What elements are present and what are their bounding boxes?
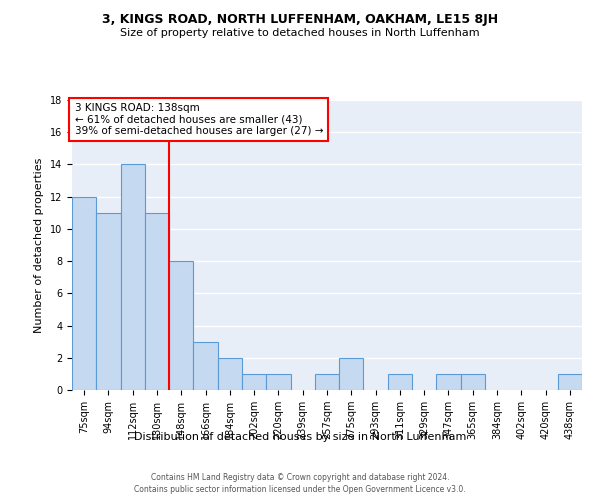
Bar — [266, 374, 290, 390]
Bar — [145, 213, 169, 390]
Text: Distribution of detached houses by size in North Luffenham: Distribution of detached houses by size … — [134, 432, 466, 442]
Y-axis label: Number of detached properties: Number of detached properties — [34, 158, 44, 332]
Bar — [96, 213, 121, 390]
Text: 3, KINGS ROAD, NORTH LUFFENHAM, OAKHAM, LE15 8JH: 3, KINGS ROAD, NORTH LUFFENHAM, OAKHAM, … — [102, 12, 498, 26]
Text: Contains HM Land Registry data © Crown copyright and database right 2024.: Contains HM Land Registry data © Crown c… — [151, 472, 449, 482]
Text: 3 KINGS ROAD: 138sqm
← 61% of detached houses are smaller (43)
39% of semi-detac: 3 KINGS ROAD: 138sqm ← 61% of detached h… — [74, 103, 323, 136]
Bar — [193, 342, 218, 390]
Bar — [339, 358, 364, 390]
Bar — [558, 374, 582, 390]
Bar — [72, 196, 96, 390]
Bar — [169, 261, 193, 390]
Bar — [461, 374, 485, 390]
Bar — [242, 374, 266, 390]
Bar — [121, 164, 145, 390]
Bar — [388, 374, 412, 390]
Bar — [436, 374, 461, 390]
Bar — [218, 358, 242, 390]
Text: Contains public sector information licensed under the Open Government Licence v3: Contains public sector information licen… — [134, 485, 466, 494]
Text: Size of property relative to detached houses in North Luffenham: Size of property relative to detached ho… — [120, 28, 480, 38]
Bar — [315, 374, 339, 390]
